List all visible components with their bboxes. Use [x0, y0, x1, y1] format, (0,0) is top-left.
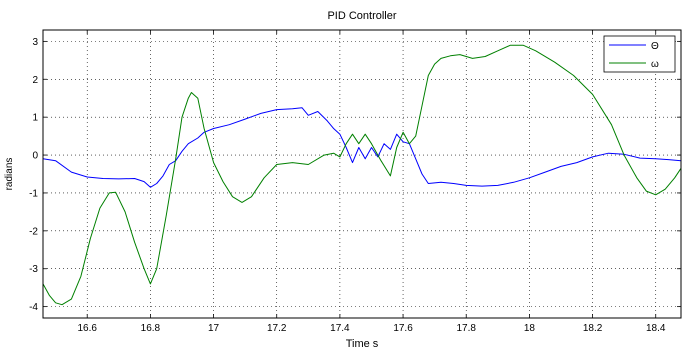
axis-ticks: 16.6 16.8 17 17.2 17.4 17.6 17.8 18 18.2 18.4 -4 -3… — [29, 30, 681, 334]
x-tick-label: 17.6 — [393, 323, 413, 334]
y-tick-label: -4 — [29, 302, 38, 313]
legend-box — [603, 35, 676, 73]
y-tick-label: -1 — [29, 188, 38, 199]
series-lines — [42, 44, 682, 306]
y-tick-label: -2 — [29, 226, 38, 237]
x-tick-label: 16.6 — [77, 323, 97, 334]
legend: Θ ω — [603, 35, 676, 73]
y-tick-label: 1 — [32, 113, 38, 124]
series-theta-line — [42, 107, 682, 188]
x-axis-label: Time s — [346, 338, 379, 350]
x-tick-label: 17.2 — [267, 323, 287, 334]
x-tick-label: 18.4 — [646, 323, 666, 334]
x-tick-label: 17.4 — [330, 323, 350, 334]
x-tick-label: 17 — [208, 323, 220, 334]
y-axis-label: radians — [4, 158, 15, 191]
x-tick-label: 18 — [524, 323, 536, 334]
y-tick-label: -3 — [29, 264, 38, 275]
y-tick-label: 2 — [32, 75, 38, 86]
x-tick-label: 18.2 — [583, 323, 603, 334]
grid-lines — [43, 30, 681, 318]
legend-label-omega: ω — [651, 59, 659, 70]
y-tick-label: 3 — [32, 37, 38, 48]
x-tick-label: 16.8 — [141, 323, 161, 334]
x-tick-label: 17.8 — [456, 323, 476, 334]
y-tick-label: 0 — [32, 151, 38, 162]
legend-label-theta: Θ — [651, 41, 659, 52]
series-omega-line — [42, 44, 682, 306]
chart-title: PID Controller — [327, 10, 396, 22]
plot-frame — [42, 29, 682, 319]
